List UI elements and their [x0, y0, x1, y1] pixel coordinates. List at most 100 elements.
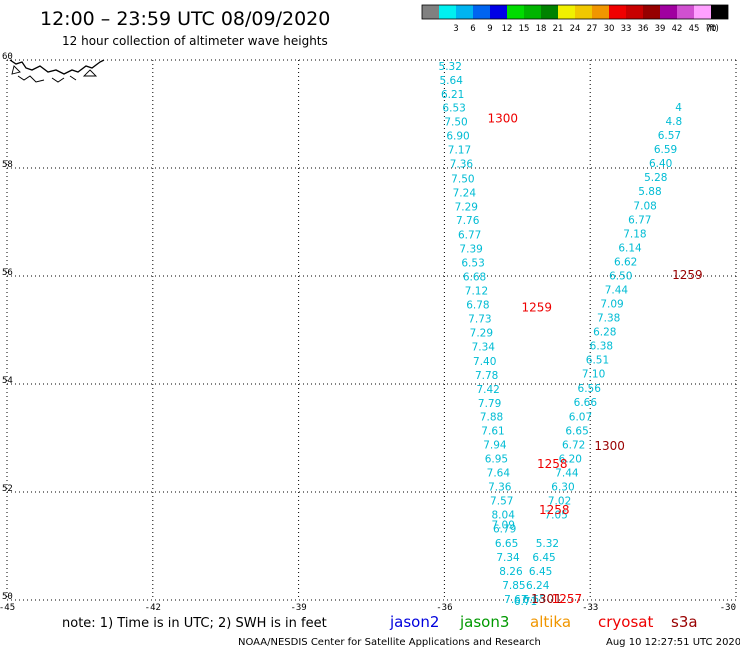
coastline-islands	[17, 75, 77, 83]
swh-value: 8.26	[499, 566, 523, 578]
swh-value: 5.32	[439, 61, 462, 73]
swh-value: 6.45	[529, 566, 552, 578]
colorbar-swatch	[660, 5, 677, 19]
colorbar-swatch	[541, 5, 558, 19]
swh-value: 6.30	[551, 482, 574, 494]
swh-value: 7.57	[490, 496, 513, 508]
swh-value: 7.88	[480, 411, 503, 423]
swh-value: 6.65	[565, 425, 588, 437]
colorbar-label: 70	[706, 24, 717, 34]
x-tick-label: -33	[582, 603, 598, 613]
time-label: 1257	[552, 592, 583, 606]
swh-value: 5.88	[638, 186, 661, 198]
swh-value: 7.02	[548, 496, 571, 508]
swh-value: 6.72	[562, 439, 585, 451]
axis-tick-labels: -45 -42 -39 -36 -33 -30 50 52 54 56 58 60	[0, 52, 736, 613]
swh-value: 7.61	[481, 425, 504, 437]
colorbar-swatch	[626, 5, 643, 19]
swh-value: 6.50	[609, 270, 632, 282]
swh-value: 7.39	[459, 243, 482, 255]
time-label: 1258	[539, 503, 570, 517]
satellite-legend-altika: altika	[530, 613, 571, 631]
colorbar-label: 30	[604, 24, 615, 34]
swh-value: 7.29	[455, 201, 478, 213]
swh-value: 7.29	[470, 328, 493, 340]
colorbar-swatch	[677, 5, 694, 19]
swh-value: 7.36	[488, 482, 512, 494]
swh-value: 7.50	[451, 173, 474, 185]
swh-value: 4	[675, 102, 682, 114]
coastline-fjords	[11, 65, 98, 77]
colorbar-swatch	[558, 5, 575, 19]
x-tick-label: -36	[436, 603, 452, 613]
colorbar-label: 42	[672, 24, 683, 34]
colorbar-frame	[421, 4, 729, 20]
swh-value: 7.18	[623, 228, 646, 240]
colorbar-unit: (ft)	[706, 24, 719, 34]
y-tick-label: 54	[2, 376, 13, 386]
time-label: 1301	[531, 592, 562, 606]
colorbar-label: 39	[655, 24, 666, 34]
swh-value: 6.77	[458, 229, 481, 241]
colorbar-label: 45	[689, 24, 700, 34]
x-tick-label: -30	[720, 603, 736, 613]
swh-value: 6.21	[441, 89, 464, 101]
colorbar-swatch	[711, 5, 728, 19]
plot-area: 5.32 5.64 6.21 6.53 7.50 6.90 7.17 7.36 7.50 7.24…	[0, 52, 737, 613]
colorbar-swatch	[422, 5, 439, 19]
swh-value: 7.40	[473, 356, 496, 368]
swh-value: 7.24	[453, 187, 477, 199]
swh-value: 6.66	[574, 397, 598, 409]
swh-value: 8.04	[492, 510, 516, 522]
swh-value: 7.85	[502, 580, 525, 592]
footer-timestamp: Aug 10 12:27:51 UTC 2020	[606, 637, 740, 648]
swh-value: 6.62	[614, 256, 637, 268]
swh-value: 6.77	[628, 214, 651, 226]
colorbar-label: 21	[553, 24, 564, 34]
swh-value: 6.51	[586, 355, 609, 367]
swh-value: 6.40	[649, 158, 672, 170]
colorbar-swatch	[592, 5, 609, 19]
swh-value: 5.64	[440, 75, 464, 87]
swh-value: 6.07	[569, 411, 592, 423]
swh-value: 6.20	[559, 454, 582, 466]
swh-value: 7.44	[555, 468, 579, 480]
swh-value: 7.34	[496, 552, 520, 564]
swh-value: 6.56	[578, 383, 602, 395]
swh-value: 6.24	[526, 580, 550, 592]
y-tick-label: 56	[2, 268, 13, 278]
colorbar-swatch	[473, 5, 490, 19]
legend-note: note: 1) Time is in UTC; 2) SWH is in fe…	[62, 616, 327, 631]
footer-credit: NOAA/NESDIS Center for Satellite Applica…	[238, 637, 541, 648]
swh-value: 6.71	[514, 596, 537, 608]
colorbar-label: 15	[519, 24, 530, 34]
colorbar-label: 9	[487, 24, 492, 34]
swh-value: 7.17	[448, 145, 471, 157]
chart-title: 12:00 – 23:59 UTC 08/09/2020	[40, 8, 330, 30]
swh-value: 6.53	[442, 103, 465, 115]
satellite-legend-jason3: jason3	[459, 613, 509, 631]
swh-value: 7.38	[597, 313, 620, 325]
swh-value: 7.09	[600, 299, 623, 311]
colorbar-swatch	[456, 5, 473, 19]
swh-value: 6.38	[590, 341, 613, 353]
satellite-legend-s3a: s3a	[671, 613, 698, 631]
swh-value: 7.12	[465, 286, 488, 298]
y-tick-label: 52	[2, 484, 13, 494]
y-tick-label: 60	[2, 52, 13, 62]
swh-value: 6.68	[463, 272, 486, 284]
swh-value: 6.79	[493, 524, 516, 536]
swh-value: 5.28	[644, 172, 667, 184]
coastline-path	[9, 59, 105, 75]
colorbar-label: 18	[536, 24, 547, 34]
colorbar-legend: 3 6 9 12 15 18 21 24 27 30 33 36 39 42 45 70(ft)	[421, 4, 729, 34]
swh-value: 4.8	[665, 116, 682, 128]
swh-value: 6.14	[618, 242, 642, 254]
swh-value: 6.55	[523, 594, 546, 606]
swh-value: 6.65	[495, 538, 518, 550]
colorbar-swatch	[575, 5, 592, 19]
colorbar-swatch	[694, 5, 711, 19]
x-tick-label: -42	[145, 603, 161, 613]
